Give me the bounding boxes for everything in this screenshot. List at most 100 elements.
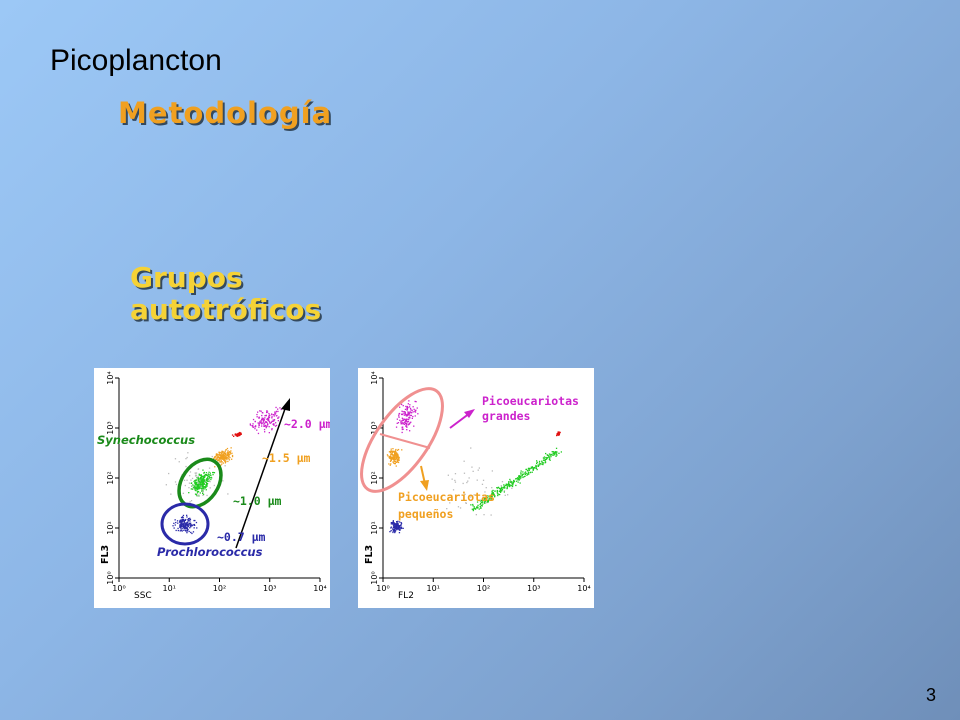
orange-event	[391, 453, 393, 455]
magenta-event	[249, 424, 252, 426]
magenta-event	[408, 414, 410, 416]
magenta-event	[404, 418, 406, 420]
magenta-event	[409, 412, 411, 414]
synechococcus-event	[536, 461, 538, 463]
magenta-event	[404, 414, 407, 416]
orange-event	[392, 454, 395, 456]
orange-event	[223, 456, 226, 458]
prochlorococcus-event	[391, 522, 393, 524]
prochlorococcus-event	[190, 526, 192, 528]
small-label-line1: Picoeucariotas	[398, 490, 495, 504]
synechococcus-event	[521, 475, 523, 477]
orange-event	[221, 455, 223, 457]
noise-event	[195, 474, 197, 476]
synechococcus-event	[492, 493, 495, 495]
magenta-event	[277, 417, 279, 419]
magenta-event	[405, 425, 407, 427]
orange-event	[227, 456, 229, 458]
synechococcus-event	[508, 481, 510, 483]
prochlorococcus-event	[184, 526, 186, 528]
orange-event	[391, 450, 394, 452]
orange-event	[218, 460, 220, 462]
magenta-event	[406, 425, 408, 427]
prochlorococcus-event	[186, 530, 188, 532]
synechococcus-event	[205, 479, 208, 481]
synechococcus-event	[200, 480, 202, 482]
magenta-event	[259, 422, 261, 424]
magenta-event	[407, 406, 409, 409]
magenta-event	[403, 412, 405, 415]
section-heading: Grupos autotróficos	[130, 261, 322, 326]
orange-event	[393, 450, 395, 453]
orange-event	[225, 456, 227, 458]
x-tick-label: 10⁰	[376, 584, 389, 593]
x-tick-label: 10⁴	[577, 584, 590, 593]
orange-event	[231, 454, 234, 457]
magenta-event	[400, 421, 402, 423]
noise-event	[470, 447, 472, 449]
synechococcus-event	[203, 480, 205, 483]
synechococcus-event	[515, 484, 517, 487]
magenta-event	[272, 419, 274, 421]
red-event	[556, 433, 558, 435]
synechococcus-event	[203, 486, 205, 488]
synechococcus-event	[196, 479, 198, 481]
orange-event	[227, 451, 229, 453]
synechococcus-event	[506, 487, 508, 490]
synechococcus-event	[549, 454, 551, 456]
noise-event	[196, 493, 199, 495]
y-tick-label: 10²	[106, 471, 115, 484]
prochlorococcus-event	[173, 527, 175, 529]
orange-event	[392, 461, 395, 463]
synechococcus-event	[542, 457, 545, 459]
synechococcus-event	[201, 486, 203, 488]
synechococcus-event	[479, 503, 481, 506]
noise-event	[463, 472, 466, 474]
size-label-07: ~0.7 µm	[217, 530, 266, 544]
magenta-event	[264, 431, 266, 433]
x-tick-label: 10⁴	[313, 584, 326, 593]
prochlorococcus-event	[184, 529, 187, 531]
synechococcus-event	[539, 464, 541, 466]
synechococcus-event	[508, 482, 510, 484]
synechococcus-event	[489, 498, 491, 500]
orange-event	[392, 457, 394, 460]
cytogram-fl2-fl3-svg: 10⁰ 10¹ 10² 10³ 10⁴ 10⁰ 10¹ 10² 10³ 10⁴ FL2 FL3 Pic…	[360, 371, 591, 601]
synechococcus-event	[548, 455, 550, 457]
magenta-event	[410, 409, 412, 411]
orange-event	[225, 449, 227, 451]
orange-event	[223, 451, 225, 454]
synechococcus-event	[491, 494, 494, 496]
magenta-event	[409, 407, 412, 410]
y-tick-label: 10³	[106, 421, 115, 434]
prochlorococcus-event	[185, 527, 187, 529]
synechococcus-event	[473, 506, 475, 508]
synechococcus-event	[202, 492, 204, 494]
synechococcus-event	[472, 503, 474, 506]
synechococcus-event	[210, 478, 212, 481]
red-event	[237, 434, 240, 436]
synechococcus-event	[209, 474, 211, 476]
synechococcus-event	[195, 484, 197, 486]
magenta-event	[261, 412, 263, 414]
orange-event	[395, 452, 397, 455]
synechococcus-event	[209, 477, 211, 479]
orange-event	[226, 454, 228, 456]
magenta-event	[263, 425, 265, 427]
synechococcus-event	[194, 479, 196, 482]
synechococcus-event	[197, 488, 199, 490]
synechococcus-event	[192, 488, 194, 490]
magenta-event	[409, 422, 411, 424]
synechococcus-event	[198, 473, 200, 475]
synechococcus-event	[492, 491, 494, 494]
orange-event	[226, 452, 229, 454]
magenta-event	[406, 415, 408, 417]
noise-event	[194, 475, 197, 477]
prochlorococcus-event	[389, 531, 391, 533]
synechococcus-event	[198, 478, 200, 480]
magenta-event	[269, 422, 271, 424]
prochlorococcus-event	[392, 531, 394, 534]
prochlorococcus-event	[396, 528, 399, 530]
magenta-event	[272, 414, 275, 416]
orange-event	[390, 451, 392, 453]
